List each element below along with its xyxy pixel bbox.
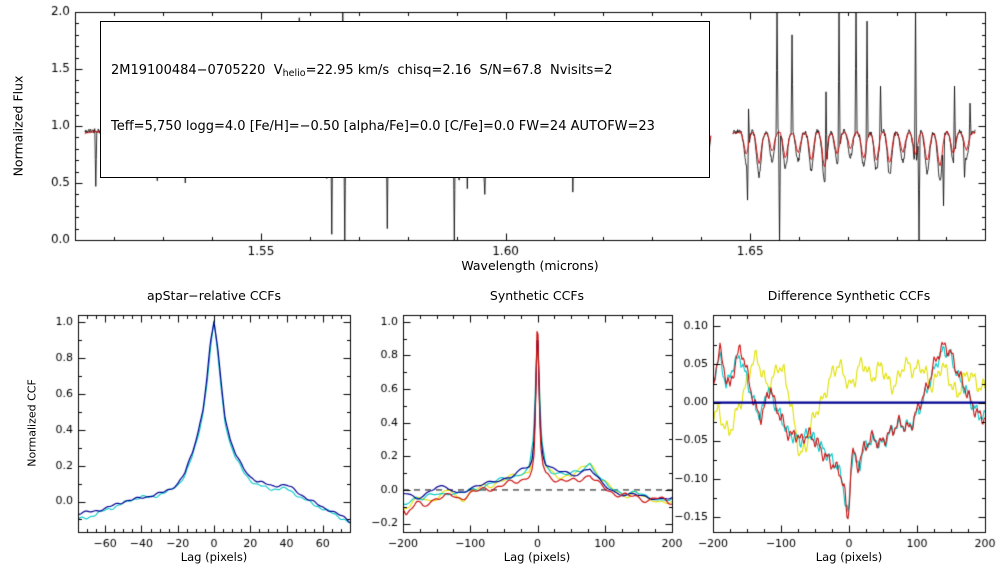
apvisit-summary-plot: 2M19100484−0705220 Vhelio=22.95 km/s chi… bbox=[0, 0, 1008, 576]
plots-canvas bbox=[0, 0, 1008, 576]
